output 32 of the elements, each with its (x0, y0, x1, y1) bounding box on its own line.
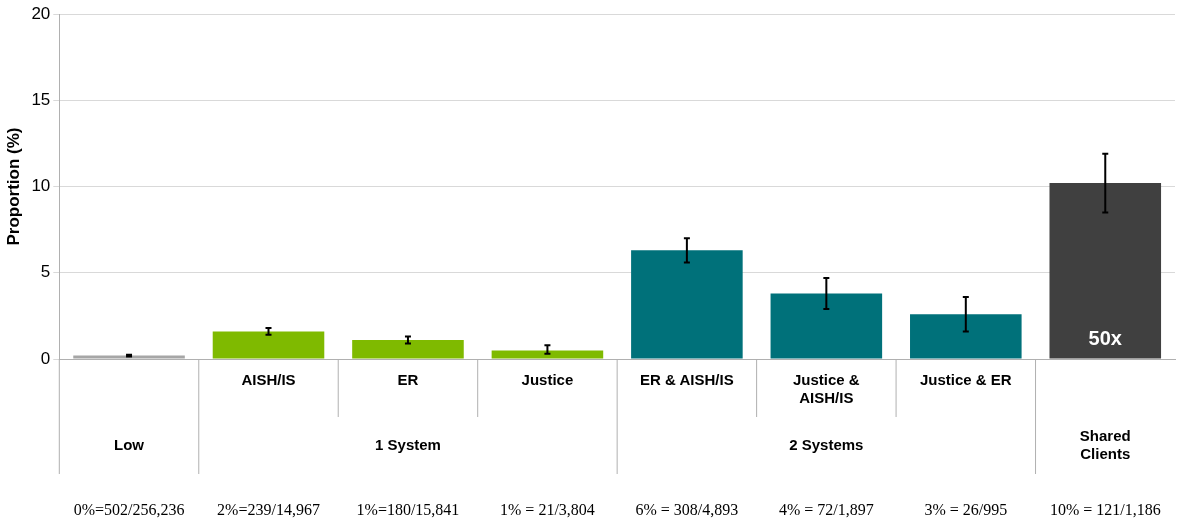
bar (631, 250, 743, 359)
text: 1% = 21/3,804 (500, 501, 595, 519)
x-tick-label: ER & AISH/IS (640, 371, 734, 389)
bar (1049, 183, 1162, 359)
y-tick-label: 5 (40, 262, 51, 282)
text: 4% = 72/1,897 (778, 501, 874, 519)
x-tick-label: ER (397, 371, 419, 389)
x-tick-label: Justice & ER (919, 371, 1012, 389)
y-axis-title: Proportion (%) (3, 127, 23, 246)
bar (770, 293, 883, 359)
text: 0%=502/256,236 (73, 501, 185, 519)
bar (212, 331, 325, 359)
text: 1%=180/15,841 (356, 501, 460, 519)
x-tick-label: AISH/IS (241, 371, 296, 389)
text: 3% = 26/995 (924, 501, 1008, 519)
bar (491, 350, 604, 359)
text: 1 System (375, 435, 441, 453)
y-tick-label: 10 (31, 176, 51, 196)
annotation: 50x (1088, 326, 1122, 349)
bar (910, 314, 1022, 359)
text: 2%=239/14,967 (217, 501, 320, 519)
y-tick-label: 20 (31, 3, 51, 23)
x-tick-label: Justice & AISH/IS (793, 371, 860, 407)
bar (352, 340, 464, 359)
y-tick-label: 0 (40, 348, 51, 368)
text: 6% = 308/4,893 (635, 501, 739, 519)
text: 2 Systems (789, 435, 864, 453)
x-tick-label: Justice (521, 371, 574, 389)
text: 10% = 121/1,186 (1049, 501, 1161, 519)
text: Low (114, 435, 145, 453)
text: Shared Clients (1079, 426, 1131, 462)
y-tick-label: 15 (31, 89, 51, 109)
